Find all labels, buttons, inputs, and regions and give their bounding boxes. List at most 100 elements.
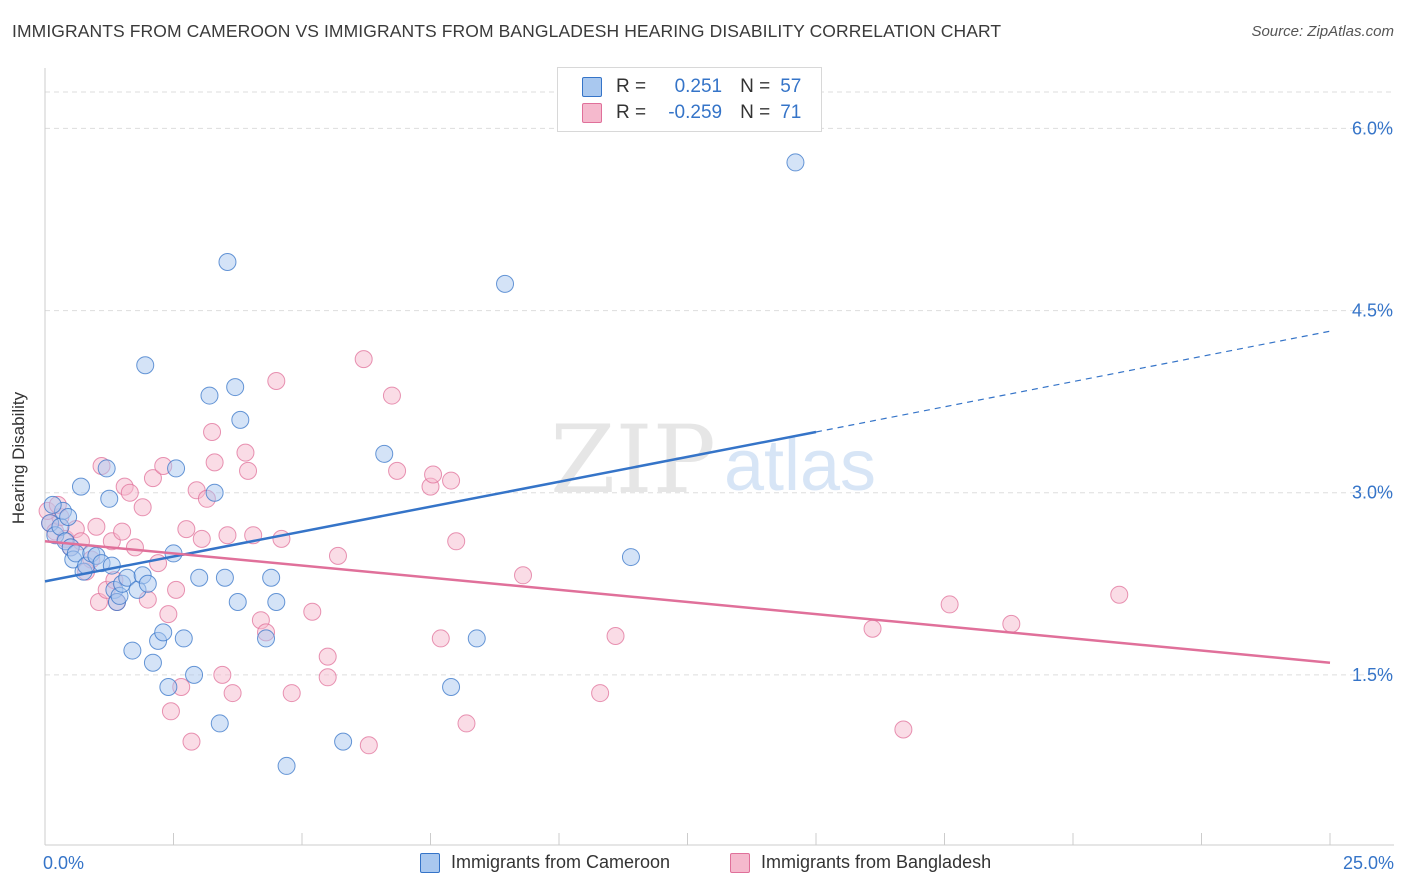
- cameroon-point: [43, 495, 62, 514]
- bangladesh-point: [447, 532, 466, 551]
- legend-swatch-blue: [582, 77, 602, 97]
- watermark: ZIP atlas: [550, 406, 876, 515]
- bangladesh-point: [940, 595, 959, 614]
- cameroon-point: [267, 593, 286, 611]
- legend-row-cameroon: R = 0.251 N = 57: [582, 75, 801, 99]
- bangladesh-point: [1002, 614, 1021, 633]
- series-label-bangladesh: Immigrants from Bangladesh: [761, 852, 992, 872]
- series-label-cameroon: Immigrants from Cameroon: [451, 852, 671, 872]
- bangladesh-point: [161, 702, 180, 721]
- bangladesh-trend-line: [44, 540, 1331, 664]
- trend-lines: [44, 330, 1331, 664]
- bangladesh-point: [125, 538, 144, 557]
- bangladesh-point: [318, 668, 337, 687]
- watermark-atlas: atlas: [724, 426, 876, 506]
- legend-r-label: R =: [616, 76, 647, 97]
- cameroon-point: [185, 665, 204, 684]
- axes: [44, 68, 1394, 846]
- bangladesh-point: [359, 736, 378, 755]
- bangladesh-point: [120, 483, 139, 502]
- cameroon-point: [215, 568, 234, 587]
- bangladesh-point: [863, 619, 882, 638]
- bangladesh-point: [388, 461, 407, 480]
- bangladesh-point: [239, 461, 258, 480]
- y-tick-label: 4.5%: [1352, 301, 1393, 321]
- cameroon-point: [136, 356, 155, 375]
- cameroon-point: [226, 378, 245, 397]
- cameroon-point: [231, 410, 250, 429]
- cameroon-point: [167, 459, 186, 478]
- bangladesh-point: [203, 423, 222, 441]
- series-legend-cameroon: Immigrants from Cameroon: [420, 852, 670, 873]
- cameroon-point: [442, 678, 461, 696]
- cameroon-point: [143, 653, 162, 672]
- cameroon-point: [97, 459, 116, 478]
- cameroon-point: [277, 756, 296, 775]
- bangladesh-point: [303, 602, 322, 621]
- bangladesh-point: [272, 529, 291, 548]
- bangladesh-point: [113, 522, 132, 541]
- bangladesh-point: [213, 665, 232, 684]
- x-tick-label-min: 0.0%: [43, 853, 85, 873]
- source-label: Source: ZipAtlas.com: [1251, 23, 1394, 40]
- bangladesh-point: [431, 629, 450, 648]
- legend-n-label: N =: [740, 102, 771, 123]
- legend-n-value: 71: [780, 102, 802, 123]
- bangladesh-point: [133, 498, 152, 517]
- bangladesh-point: [182, 732, 201, 751]
- bangladesh-point: [143, 469, 162, 488]
- bangladesh-point: [591, 684, 610, 703]
- series-swatch-blue: [420, 852, 440, 873]
- bangladesh-point: [424, 465, 443, 484]
- cameroon-point: [228, 593, 247, 611]
- cameroon-point: [154, 623, 173, 642]
- cameroon-point: [210, 714, 229, 733]
- cameroon-trend-extension: [815, 330, 1331, 433]
- cameroon-point: [123, 641, 142, 660]
- cameroon-point: [100, 489, 119, 508]
- cameroon-point: [257, 629, 276, 648]
- cameroon-point: [621, 548, 640, 567]
- legend-n-label: N =: [740, 76, 771, 97]
- cameroon-point: [59, 508, 78, 526]
- cameroon-point: [71, 477, 90, 496]
- bangladesh-point: [267, 372, 286, 390]
- bangladesh-point: [894, 720, 913, 739]
- bangladesh-point: [354, 350, 373, 369]
- legend-r-value: 0.251: [674, 76, 723, 97]
- x-tick-label-max: 25.0%: [1342, 853, 1394, 873]
- bangladesh-point: [382, 386, 401, 405]
- stats-legend: R = 0.251 N = 57 R = -0.259 N = 71: [557, 67, 822, 132]
- cameroon-point: [138, 574, 157, 593]
- bangladesh-point: [159, 605, 178, 624]
- bangladesh-point: [167, 580, 186, 599]
- bangladesh-point: [514, 566, 533, 585]
- cameroon-point: [218, 253, 237, 271]
- grid-lines: [45, 91, 1394, 676]
- cameroon-point: [262, 568, 281, 587]
- cameroon-trend-line: [44, 430, 817, 583]
- cameroon-point: [190, 568, 209, 587]
- y-tick-label: 1.5%: [1352, 665, 1393, 685]
- series-swatch-pink: [730, 852, 750, 873]
- chart-title: IMMIGRANTS FROM CAMEROON VS IMMIGRANTS F…: [12, 21, 1002, 41]
- bangladesh-point: [87, 517, 106, 536]
- bangladesh-point: [223, 684, 242, 703]
- bangladesh-point: [1110, 585, 1129, 604]
- watermark-zip: ZIP: [550, 406, 716, 515]
- bangladesh-point: [457, 714, 476, 733]
- y-tick-label: 6.0%: [1352, 118, 1393, 138]
- bangladesh-point: [606, 627, 625, 645]
- cameroon-point: [174, 629, 193, 648]
- bangladesh-point: [218, 526, 237, 545]
- cameroon-point: [467, 629, 486, 648]
- cameroon-point: [786, 153, 805, 172]
- legend-swatch-pink: [582, 103, 602, 123]
- bangladesh-point: [442, 471, 461, 490]
- legend-r-value: -0.259: [668, 102, 723, 123]
- legend-n-value: 57: [780, 76, 802, 97]
- y-tick-label: 3.0%: [1352, 483, 1393, 503]
- bangladesh-point: [318, 647, 337, 666]
- cameroon-point: [375, 444, 394, 463]
